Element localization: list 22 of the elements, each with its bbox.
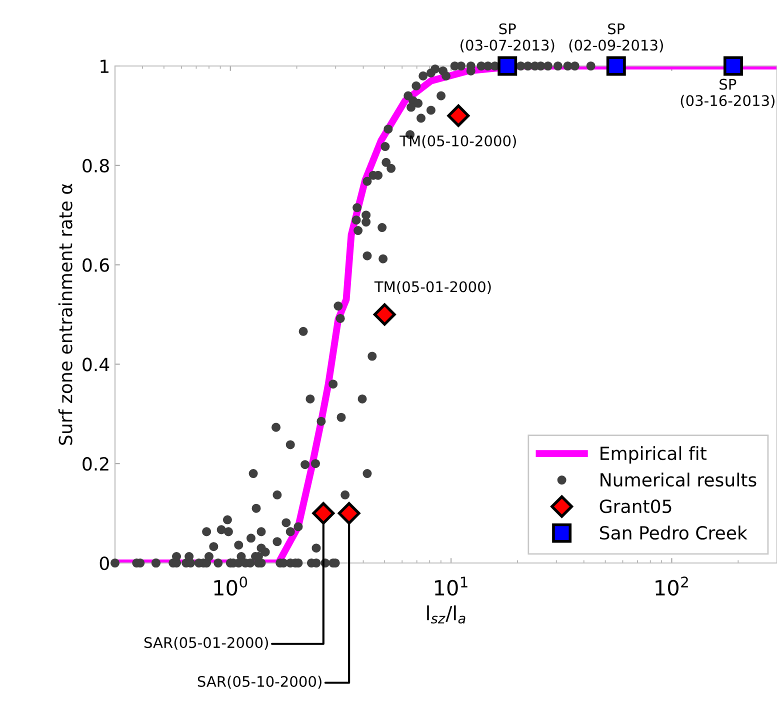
annotation: SP (03-16-2013) bbox=[680, 78, 774, 108]
y-tick-label: 0.6 bbox=[82, 258, 110, 272]
y-tick-label: 0 bbox=[100, 556, 109, 570]
x-axis-title: l$_{sz}$/l$_{a}$ bbox=[427, 605, 466, 624]
legend-label: Empirical fit bbox=[600, 446, 707, 464]
annotation: TM(05-10-2000) bbox=[400, 135, 516, 148]
legend-label: Grant05 bbox=[600, 499, 672, 514]
y-axis-title: Surf zone entrainment rate α bbox=[58, 184, 72, 445]
annotation: SP (03-07-2013) bbox=[460, 23, 554, 52]
y-tick-label: 0.4 bbox=[82, 358, 110, 372]
annotation: SAR(05-10-2000) bbox=[198, 676, 322, 689]
y-tick-label: 0.8 bbox=[82, 158, 109, 173]
legend-label: Numerical results bbox=[600, 472, 756, 487]
y-tick-label: 0.2 bbox=[82, 457, 108, 471]
legend-label: San Pedro Creek bbox=[600, 526, 748, 540]
y-tick-label: 1 bbox=[100, 60, 108, 73]
x-tick-label: 10$^{0}$ bbox=[214, 576, 248, 596]
x-tick-label: 10$^{2}$ bbox=[656, 576, 688, 596]
annotation: TM(05-01-2000) bbox=[374, 280, 491, 294]
annotation: SAR(05-01-2000) bbox=[144, 636, 268, 650]
annotation: SP (02-09-2013) bbox=[569, 23, 663, 52]
x-tick-label: 10$^{1}$ bbox=[435, 576, 468, 596]
